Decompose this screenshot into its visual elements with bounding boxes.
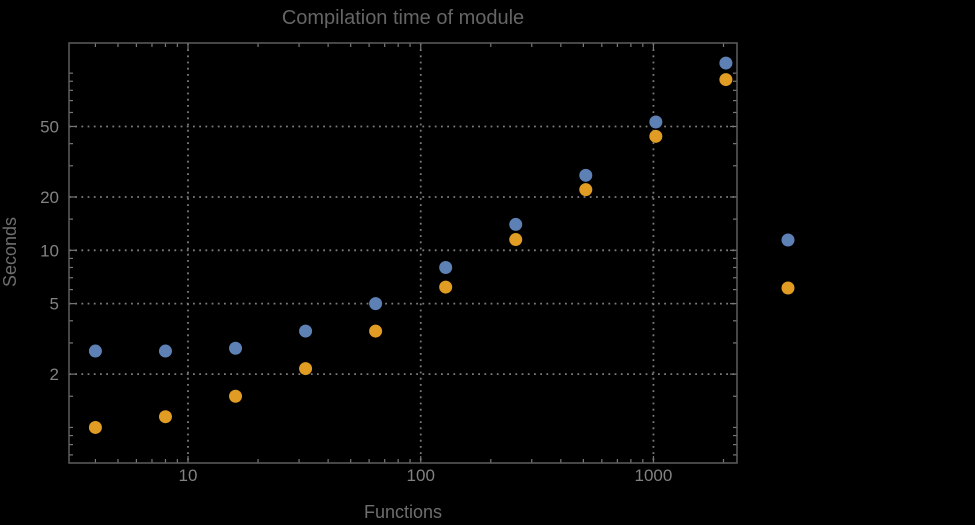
x-tick-label: 10 — [179, 466, 198, 485]
data-point-orange — [719, 73, 733, 87]
x-tick-label: 100 — [407, 466, 435, 485]
data-point-blue — [579, 168, 593, 182]
y-tick-label: 20 — [40, 188, 59, 207]
gridlines — [69, 43, 737, 463]
chart-title: Compilation time of module — [282, 7, 524, 29]
y-tick-label: 5 — [50, 295, 59, 314]
legend — [781, 233, 795, 295]
data-point-orange — [88, 420, 102, 434]
x-axis-label: Functions — [364, 502, 442, 522]
y-tick-label: 10 — [40, 241, 59, 260]
data-point-orange — [158, 410, 172, 424]
data-point-blue — [439, 260, 453, 274]
tick-labels: 10 100 1000 2 5 10 20 50 — [40, 117, 672, 485]
data-point-blue — [88, 344, 102, 358]
y-axis-label: Seconds — [0, 217, 20, 287]
y-tick-label: 50 — [40, 117, 59, 136]
data-point-orange — [509, 233, 523, 247]
legend-marker-orange — [781, 281, 795, 295]
data-point-orange — [299, 362, 313, 376]
data-point-blue — [649, 115, 663, 129]
y-tick-label: 2 — [50, 365, 59, 384]
data-point-blue — [229, 341, 243, 355]
data-point-blue — [719, 56, 733, 70]
data-point-orange — [579, 183, 593, 197]
data-points — [88, 56, 733, 434]
data-point-blue — [369, 297, 383, 311]
data-point-orange — [229, 389, 243, 403]
data-point-blue — [158, 344, 172, 358]
legend-marker-blue — [781, 233, 795, 247]
x-tick-label: 1000 — [635, 466, 673, 485]
data-point-orange — [649, 129, 663, 143]
data-point-blue — [299, 324, 313, 338]
axis-ticks — [69, 43, 737, 463]
data-point-blue — [509, 217, 523, 231]
data-point-orange — [369, 324, 383, 338]
data-point-orange — [439, 280, 453, 294]
plot-frame — [68, 42, 738, 464]
